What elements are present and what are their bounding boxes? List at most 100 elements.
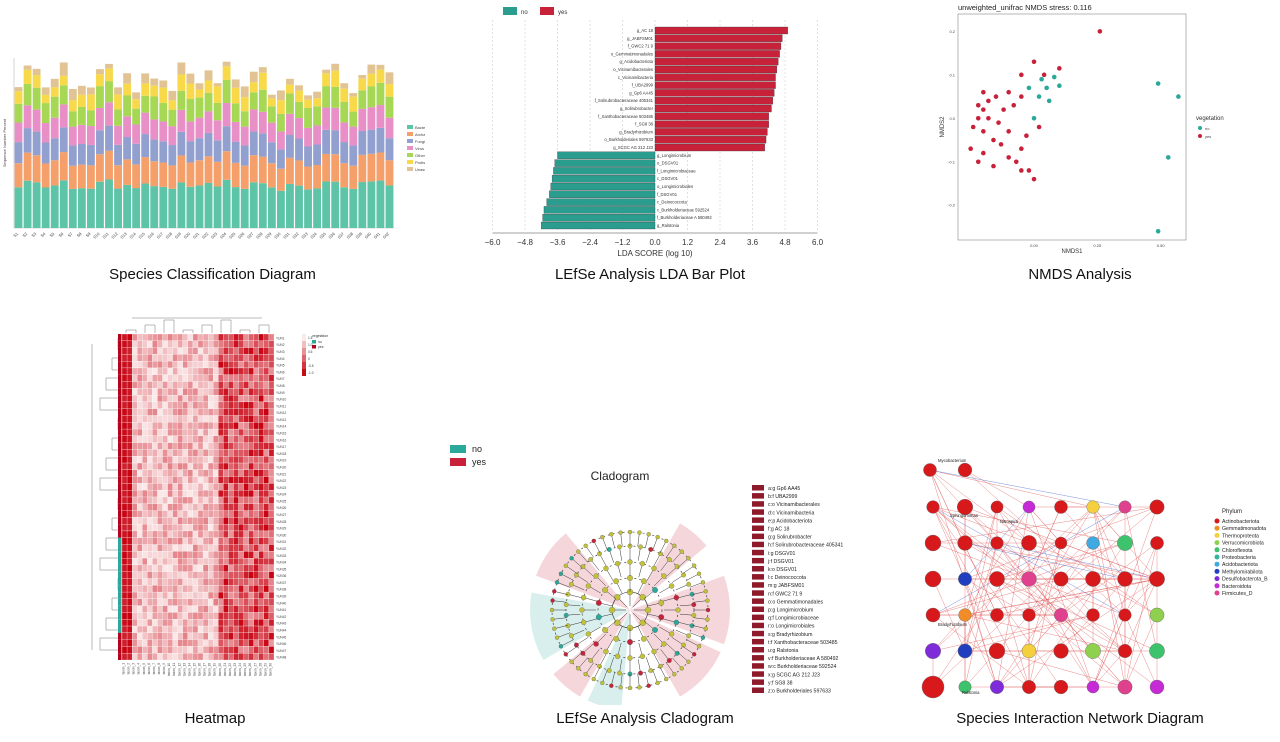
- heatmap-cell: [253, 496, 259, 504]
- species-ylabel: Sequence Number Percent: [2, 118, 7, 167]
- species-tick-label: S38: [345, 231, 354, 240]
- heatmap-cell: [197, 361, 204, 369]
- heatmap-cell: [218, 442, 224, 450]
- cladogram-node: [600, 680, 605, 686]
- heatmap-cell: [172, 585, 178, 593]
- cladogram-branch: [620, 532, 623, 547]
- cladogram-branch: [659, 540, 667, 554]
- heatmap-cell: [126, 510, 133, 518]
- heatmap-row-label: YUN25: [276, 499, 287, 503]
- heatmap-cell: [268, 585, 275, 593]
- heatmap-cell: [197, 395, 204, 403]
- heatmap-cell: [162, 442, 168, 450]
- heatmap-cell: [167, 422, 173, 430]
- species-bar-segment: [150, 119, 159, 140]
- heatmap-cell: [137, 585, 143, 593]
- heatmap-cell: [228, 619, 234, 627]
- heatmap-col-label: taxon_28: [258, 663, 262, 676]
- lda-bar-label: g_Bradyrhizobium: [619, 129, 653, 134]
- heatmap-cell: [268, 653, 275, 661]
- heatmap-cell: [213, 483, 219, 491]
- heatmap-cell: [263, 462, 270, 470]
- species-legend-swatch: [407, 139, 413, 143]
- species-bar-segment: [14, 122, 23, 143]
- heatmap-cell: [223, 428, 229, 437]
- species-legend-label: Fungi: [415, 139, 425, 144]
- heatmap-cell: [263, 598, 270, 606]
- species-bar-segment: [367, 107, 376, 130]
- heatmap-row-label: YUN15: [276, 432, 287, 436]
- heatmap-cell: [167, 612, 173, 620]
- species-bar-segment: [59, 62, 68, 76]
- heatmap-cell: [177, 333, 183, 341]
- heatmap-cell: [202, 476, 209, 484]
- species-tick-label: S16: [146, 231, 155, 240]
- heatmap-cell: [233, 415, 239, 423]
- heatmap-cell: [248, 646, 254, 654]
- heatmap-cell: [258, 395, 264, 403]
- heatmap-cell: [192, 625, 199, 633]
- heatmap-cell: [167, 449, 173, 457]
- heatmap-cell: [243, 578, 249, 586]
- cladogram-branch: [682, 646, 695, 655]
- heatmap-cell: [142, 524, 148, 532]
- heatmap-cell: [253, 469, 259, 477]
- heatmap-cell: [152, 422, 158, 430]
- species-legend-swatch: [407, 153, 413, 157]
- cladogram-branch: [693, 600, 708, 603]
- heatmap-row-label: YUN46: [276, 642, 287, 646]
- heatmap-cell: [248, 340, 254, 348]
- heatmap-cell: [218, 395, 224, 403]
- heatmap-cell: [142, 564, 148, 572]
- heatmap-cell: [177, 367, 183, 375]
- cladogram-node: [580, 594, 587, 601]
- cladogram-legend-no-label: no: [472, 444, 482, 454]
- cladogram-node: [552, 589, 557, 594]
- heatmap-cell: [233, 462, 239, 470]
- species-tick-label: S21: [192, 231, 201, 240]
- cladogram-node: [608, 606, 616, 614]
- lda-bar-label: f_GWC2 71 9: [628, 44, 654, 49]
- heatmap-cell: [213, 510, 219, 518]
- heatmap-cell: [126, 503, 133, 511]
- species-bar-segment: [376, 127, 385, 153]
- species-bar-segment: [105, 150, 113, 180]
- heatmap-cell: [248, 558, 254, 566]
- heatmap-cell: [213, 517, 219, 525]
- heatmap-cell: [192, 476, 199, 484]
- nmds-point: [981, 107, 986, 112]
- species-bar-segment: [114, 87, 122, 95]
- heatmap-cell: [253, 361, 259, 369]
- heatmap-cell: [187, 646, 194, 654]
- heatmap-cell: [238, 564, 244, 572]
- network-edge: [996, 578, 1158, 652]
- heatmap-cell: [177, 435, 183, 443]
- heatmap-cell: [218, 551, 224, 559]
- heatmap-cell: [263, 415, 270, 423]
- heatmap-cell: [213, 503, 219, 511]
- heatmap-cell: [233, 496, 239, 504]
- heatmap-cell: [218, 374, 224, 382]
- species-bar-segment: [77, 94, 86, 107]
- heatmap-cell: [228, 503, 234, 511]
- heatmap-cell: [258, 530, 264, 538]
- heatmap-cell: [243, 395, 249, 403]
- heatmap-cell: [223, 619, 229, 627]
- lda-tick-label: −4.8: [517, 238, 533, 247]
- species-bar-segment: [168, 145, 177, 166]
- heatmap-cell: [162, 571, 168, 579]
- heatmap-cell: [177, 361, 183, 369]
- nmds-point: [986, 116, 991, 121]
- species-bar-segment: [168, 188, 177, 228]
- heatmap-cell: [142, 442, 148, 450]
- heatmap-cell: [213, 381, 219, 389]
- species-bar-segment: [41, 94, 50, 104]
- heatmap-cell: [147, 571, 153, 579]
- heatmap-cell: [126, 578, 133, 586]
- nmds-point: [1176, 94, 1181, 99]
- heatmap-cell: [202, 524, 209, 532]
- heatmap-cell: [208, 537, 214, 545]
- heatmap-cell: [187, 585, 194, 593]
- heatmap-cell: [228, 564, 234, 572]
- heatmap-row-label: YUN29: [276, 527, 287, 531]
